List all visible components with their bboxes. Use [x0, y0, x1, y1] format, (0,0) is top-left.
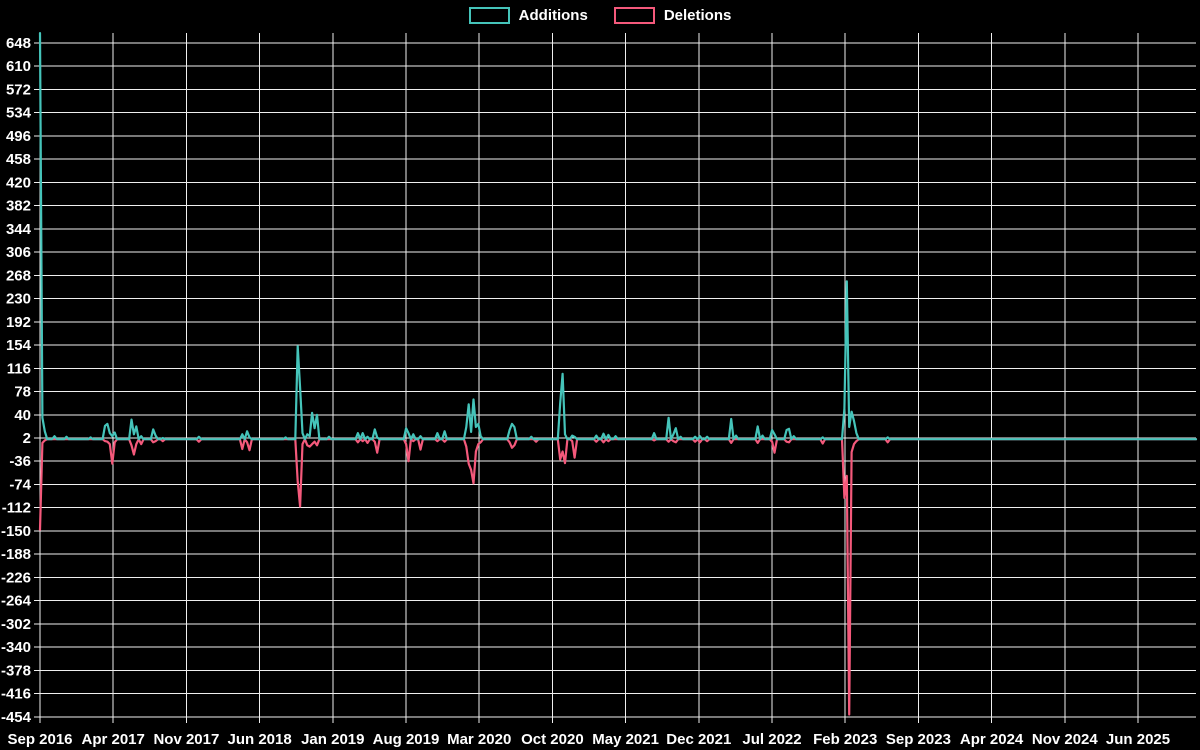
chart-legend: Additions Deletions [0, 7, 1200, 24]
svg-text:May 2021: May 2021 [592, 731, 659, 748]
svg-text:-226: -226 [1, 570, 31, 587]
svg-text:Apr 2024: Apr 2024 [960, 731, 1024, 748]
svg-text:Nov 2024: Nov 2024 [1032, 731, 1099, 748]
svg-text:40: 40 [14, 407, 31, 424]
svg-text:78: 78 [14, 384, 31, 401]
svg-text:Jun 2025: Jun 2025 [1106, 731, 1170, 748]
svg-text:Jan 2019: Jan 2019 [301, 731, 364, 748]
svg-text:420: 420 [6, 174, 31, 191]
svg-text:Nov 2017: Nov 2017 [153, 731, 219, 748]
legend-item-deletions[interactable]: Deletions [613, 7, 732, 24]
svg-text:534: 534 [6, 105, 32, 122]
svg-text:268: 268 [6, 267, 31, 284]
svg-text:154: 154 [6, 337, 32, 354]
svg-text:230: 230 [6, 291, 31, 308]
svg-text:Feb 2023: Feb 2023 [813, 731, 877, 748]
svg-text:Aug 2019: Aug 2019 [373, 731, 440, 748]
svg-text:-36: -36 [9, 453, 31, 470]
svg-text:Sep 2023: Sep 2023 [886, 731, 951, 748]
svg-text:306: 306 [6, 244, 31, 261]
svg-text:-378: -378 [1, 662, 31, 679]
svg-text:2: 2 [23, 430, 31, 447]
svg-text:-454: -454 [1, 709, 32, 726]
svg-text:-340: -340 [1, 639, 31, 656]
svg-text:344: 344 [6, 221, 32, 238]
svg-text:Sep 2016: Sep 2016 [7, 731, 72, 748]
svg-text:648: 648 [6, 35, 31, 52]
svg-text:-150: -150 [1, 523, 31, 540]
svg-text:572: 572 [6, 81, 31, 98]
legend-label-additions: Additions [518, 7, 588, 24]
svg-text:Jul 2022: Jul 2022 [742, 731, 801, 748]
svg-text:116: 116 [7, 360, 31, 377]
svg-text:Oct 2020: Oct 2020 [521, 731, 584, 748]
svg-text:496: 496 [6, 128, 31, 145]
svg-text:192: 192 [6, 314, 31, 331]
svg-text:-416: -416 [1, 686, 31, 703]
svg-text:-188: -188 [1, 546, 31, 563]
legend-item-additions[interactable]: Additions [468, 7, 588, 24]
svg-text:-302: -302 [1, 616, 31, 633]
additions-swatch-icon [468, 7, 510, 24]
legend-label-deletions: Deletions [663, 7, 732, 24]
svg-text:-112: -112 [2, 500, 31, 517]
svg-text:-264: -264 [1, 593, 32, 610]
deletions-swatch-icon [613, 7, 655, 24]
svg-text:Jun 2018: Jun 2018 [227, 731, 291, 748]
svg-text:382: 382 [6, 198, 31, 215]
svg-text:610: 610 [6, 58, 31, 75]
svg-text:-74: -74 [9, 477, 31, 494]
svg-text:458: 458 [6, 151, 31, 168]
svg-text:Apr 2017: Apr 2017 [82, 731, 145, 748]
svg-text:Dec 2021: Dec 2021 [666, 731, 731, 748]
svg-text:Mar 2020: Mar 2020 [447, 731, 511, 748]
